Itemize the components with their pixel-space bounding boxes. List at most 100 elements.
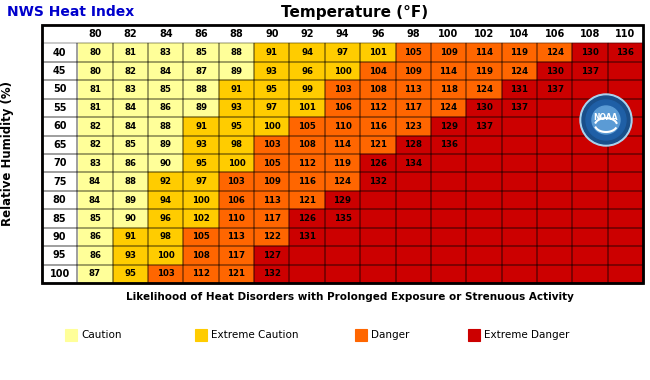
Bar (396, 136, 431, 154)
Bar (572, 117, 608, 136)
Bar (431, 264, 466, 283)
Text: 131: 131 (510, 85, 528, 94)
Bar (537, 246, 572, 264)
Bar (289, 99, 325, 117)
Text: 114: 114 (333, 140, 352, 149)
Bar (112, 43, 148, 62)
Text: 105: 105 (298, 122, 316, 131)
Bar (219, 80, 254, 99)
Text: 95: 95 (231, 122, 242, 131)
Bar (148, 136, 183, 154)
Bar (42, 25, 643, 283)
Bar (77, 228, 112, 246)
Bar (77, 209, 112, 228)
Bar (537, 99, 572, 117)
Text: 89: 89 (124, 196, 136, 204)
Bar (77, 80, 112, 99)
Bar (289, 191, 325, 209)
Text: 81: 81 (124, 48, 136, 57)
Bar (289, 43, 325, 62)
Bar (572, 43, 608, 62)
Bar (360, 62, 396, 80)
Bar (254, 62, 289, 80)
Text: 103: 103 (227, 177, 246, 186)
Bar (219, 264, 254, 283)
Bar (325, 99, 360, 117)
Bar (431, 43, 466, 62)
Bar (502, 117, 537, 136)
Text: 137: 137 (581, 66, 599, 76)
Text: 65: 65 (53, 140, 66, 150)
Bar (572, 154, 608, 173)
Bar (254, 99, 289, 117)
Text: 110: 110 (615, 29, 636, 39)
Text: 85: 85 (53, 214, 66, 223)
Bar (112, 209, 148, 228)
Bar (431, 117, 466, 136)
Bar (112, 80, 148, 99)
Text: 137: 137 (545, 85, 564, 94)
Text: 93: 93 (266, 66, 278, 76)
Text: 98: 98 (406, 29, 420, 39)
Bar (396, 43, 431, 62)
Text: 84: 84 (89, 196, 101, 204)
Bar (608, 173, 643, 191)
Bar (466, 228, 502, 246)
Bar (77, 62, 112, 80)
Bar (148, 62, 183, 80)
Bar (396, 228, 431, 246)
Circle shape (582, 96, 630, 144)
Bar (608, 117, 643, 136)
Bar (112, 99, 148, 117)
Bar (537, 136, 572, 154)
Bar (183, 228, 219, 246)
Bar (42, 80, 77, 99)
Text: 100: 100 (157, 251, 175, 260)
Bar (360, 228, 396, 246)
Bar (537, 191, 572, 209)
Bar (219, 209, 254, 228)
Text: 84: 84 (159, 29, 172, 39)
Text: 81: 81 (89, 85, 101, 94)
Bar (148, 246, 183, 264)
Circle shape (580, 94, 632, 146)
Text: 100: 100 (49, 269, 70, 279)
Bar (77, 43, 112, 62)
Text: 85: 85 (160, 85, 172, 94)
Bar (502, 62, 537, 80)
Text: 124: 124 (510, 66, 528, 76)
Bar (360, 228, 396, 246)
Bar (289, 209, 325, 228)
Bar (466, 173, 502, 191)
Bar (219, 264, 254, 283)
Bar (608, 117, 643, 136)
Bar (148, 154, 183, 173)
Bar (502, 173, 537, 191)
Text: 91: 91 (266, 48, 278, 57)
Text: 82: 82 (89, 140, 101, 149)
Bar (254, 228, 289, 246)
Bar (572, 136, 608, 154)
Bar (608, 246, 643, 264)
Bar (572, 173, 608, 191)
Bar (183, 136, 219, 154)
Bar (254, 228, 289, 246)
Bar (466, 264, 502, 283)
Bar (42, 25, 643, 43)
Bar (219, 43, 254, 62)
Bar (112, 246, 148, 264)
Text: 103: 103 (157, 269, 175, 278)
Bar (608, 191, 643, 209)
Bar (537, 264, 572, 283)
Bar (572, 264, 608, 283)
Bar (254, 80, 289, 99)
Text: 95: 95 (266, 85, 278, 94)
Bar (77, 246, 112, 264)
Bar (431, 80, 466, 99)
Bar (396, 246, 431, 264)
Bar (431, 246, 466, 264)
Bar (77, 228, 112, 246)
Text: 130: 130 (546, 66, 564, 76)
Text: 86: 86 (89, 251, 101, 260)
Bar (608, 154, 643, 173)
